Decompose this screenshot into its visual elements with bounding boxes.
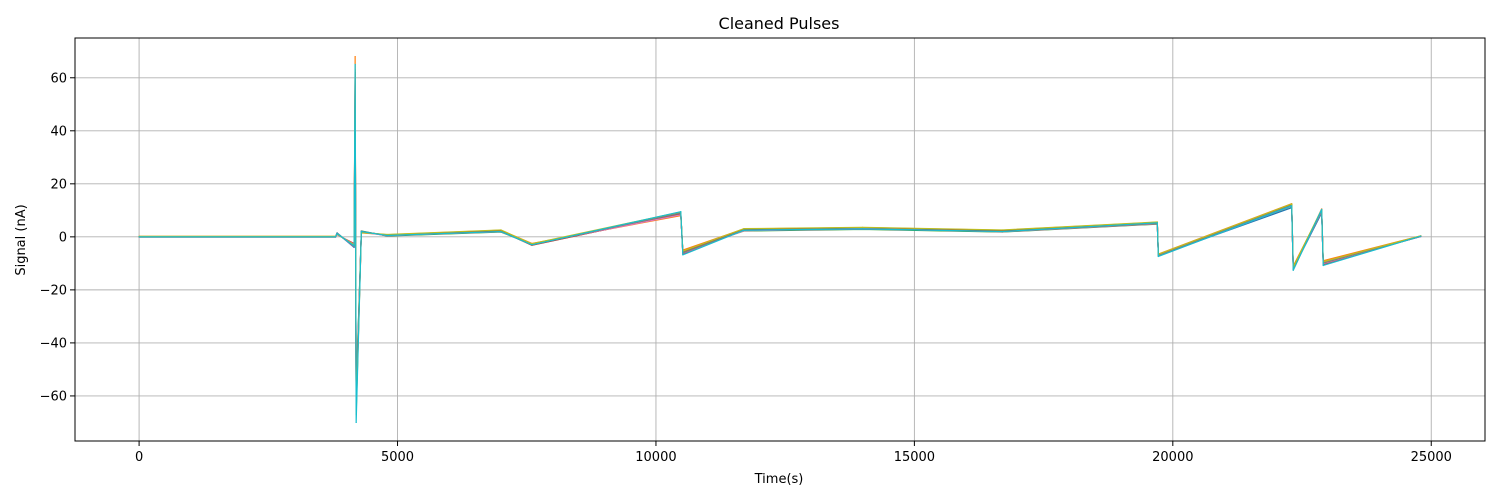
data-point — [354, 63, 356, 66]
data-point — [334, 236, 337, 238]
data-point — [500, 229, 502, 231]
y-tick-label: −60 — [40, 389, 67, 404]
y-tick-label: −20 — [40, 283, 67, 298]
series-3 — [138, 71, 1422, 408]
series-0 — [138, 116, 1422, 402]
data-point — [355, 421, 357, 424]
data-point — [682, 254, 684, 256]
data-point — [531, 244, 533, 246]
y-axis-label: Signal (nA) — [14, 204, 29, 275]
plot-frame — [74, 37, 1486, 442]
ticks: 0 5000 10000 15000 20000 25000 −60 −40 −20 0 20 40 6… — [40, 71, 1452, 465]
series-6 — [138, 77, 1422, 410]
data-point — [1156, 222, 1158, 224]
x-tick-label: 15000 — [894, 450, 935, 465]
series-line — [139, 77, 1422, 410]
data-point — [1292, 269, 1294, 271]
series-line — [139, 98, 1422, 394]
series-line — [139, 69, 1422, 416]
series-2 — [138, 90, 1422, 392]
y-tick-label: 20 — [50, 177, 67, 192]
series-8 — [138, 69, 1422, 416]
x-tick-label: 10000 — [635, 450, 676, 465]
x-tick-label: 5000 — [381, 450, 414, 465]
series-9 — [138, 63, 1422, 424]
series-line — [139, 103, 1422, 397]
data-point — [1321, 208, 1323, 211]
data-point — [862, 228, 864, 230]
chart-title: Cleaned Pulses — [719, 14, 840, 33]
series-1 — [138, 55, 1422, 413]
data-point — [1291, 205, 1293, 207]
series-line — [139, 55, 1422, 413]
data-point — [1322, 264, 1324, 267]
series-4 — [138, 103, 1422, 397]
data-point — [353, 245, 355, 247]
data-point — [138, 236, 140, 238]
x-tick-label: 20000 — [1152, 450, 1193, 465]
data-point — [336, 233, 338, 235]
data-point — [743, 228, 745, 230]
data-point — [500, 230, 502, 233]
y-tick-label: 40 — [50, 124, 67, 139]
data-point — [1001, 230, 1003, 233]
y-tick-label: 0 — [59, 230, 67, 245]
data-point — [680, 211, 682, 213]
data-point — [862, 226, 864, 228]
data-point — [386, 234, 388, 237]
x-tick-label: 25000 — [1411, 450, 1452, 465]
data-point — [386, 233, 388, 236]
data-point — [1291, 203, 1293, 205]
data-point — [1001, 229, 1003, 231]
y-tick-label: −40 — [40, 336, 67, 351]
data-point — [354, 55, 356, 58]
x-tick-label: 0 — [135, 450, 143, 465]
y-tick-label: 60 — [50, 71, 67, 86]
grid — [75, 38, 1485, 441]
data-point — [1157, 255, 1159, 258]
data-point — [743, 229, 745, 231]
series-line — [139, 63, 1422, 424]
series-line — [139, 90, 1422, 392]
series-7 — [138, 98, 1422, 394]
series-line — [139, 71, 1422, 408]
series-group — [138, 55, 1422, 424]
data-point — [1420, 235, 1422, 237]
series-line — [139, 116, 1422, 402]
data-point — [360, 230, 362, 233]
x-axis-label: Time(s) — [754, 472, 804, 487]
